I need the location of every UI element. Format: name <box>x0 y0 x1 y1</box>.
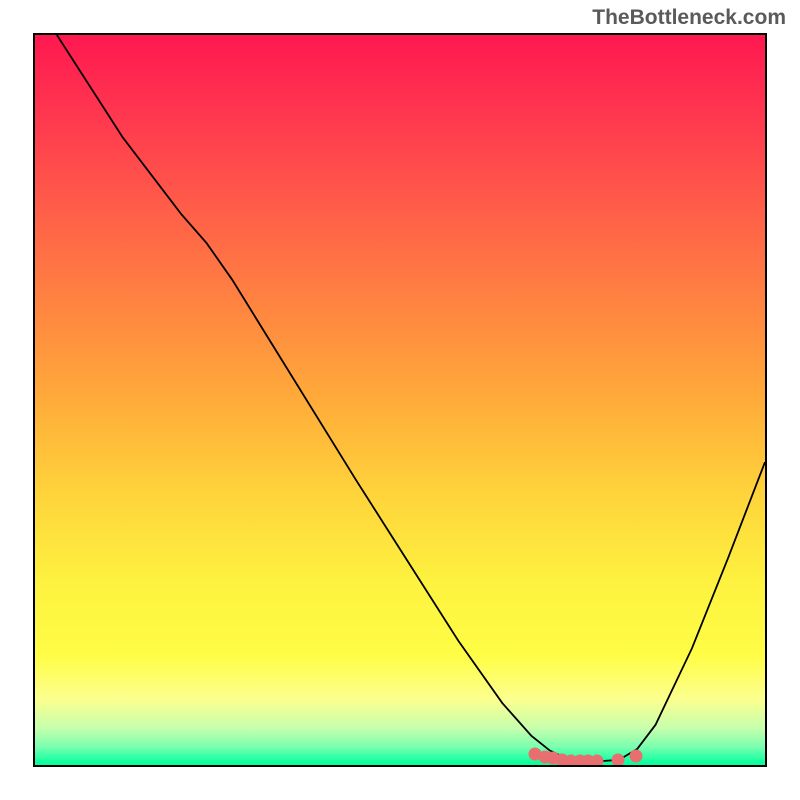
chart-plot-area <box>33 33 767 767</box>
optimal-marker <box>591 755 604 767</box>
optimal-range-markers <box>35 35 765 765</box>
optimal-marker <box>611 753 624 766</box>
watermark-text: TheBottleneck.com <box>592 6 786 30</box>
optimal-marker <box>629 749 642 762</box>
